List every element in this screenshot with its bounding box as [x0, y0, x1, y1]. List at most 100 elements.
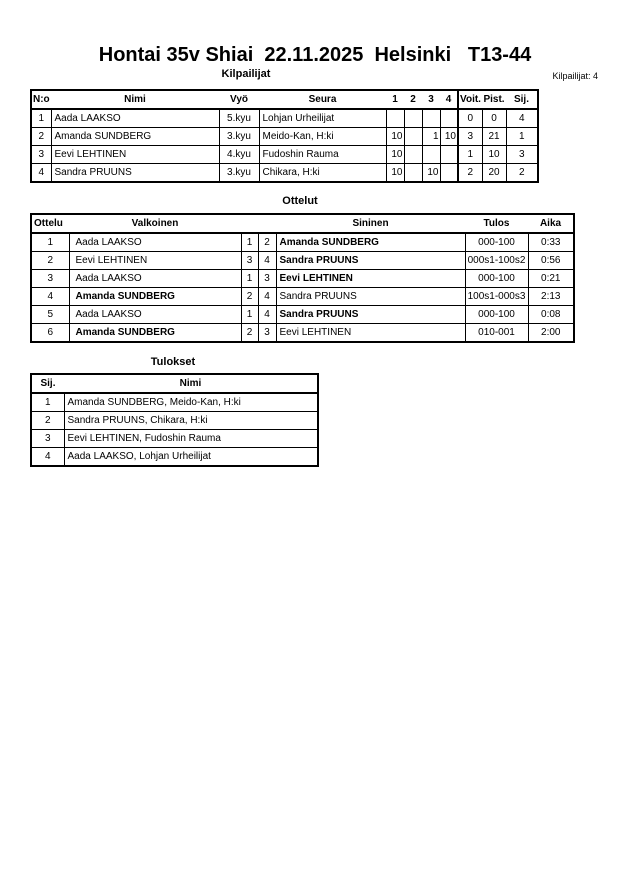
- white-competitor: Aada LAAKSO: [68, 305, 242, 324]
- match-result: 000-100: [464, 305, 529, 324]
- result-name: Sandra PRUUNS, Chikara, H:ki: [63, 411, 319, 430]
- score-cell: 10: [421, 163, 441, 183]
- competitor-belt: 3.kyu: [218, 163, 260, 183]
- competitor-club: Lohjan Urheilijat: [258, 108, 387, 128]
- match-row: 6 Amanda SUNDBERG 2 3 Eevi LEHTINEN 010-001 2:…: [30, 323, 575, 343]
- competitor-club: Meido-Kan, H:ki: [258, 127, 387, 146]
- col-header: 3: [422, 89, 440, 110]
- white-competitor: Aada LAAKSO: [68, 269, 242, 288]
- competitor-belt: 4.kyu: [218, 145, 260, 164]
- page-title: Hontai 35v Shiai 22.11.2025 Helsinki T13…: [98, 44, 532, 66]
- competitor-club: Fudoshin Rauma: [258, 145, 387, 164]
- competitor-number: 1: [30, 108, 52, 128]
- col-header: N:o: [31, 89, 51, 110]
- match-time: 0:33: [527, 232, 575, 252]
- competitor-name: Aada LAAKSO: [50, 108, 220, 128]
- score-cell: 10: [385, 127, 405, 146]
- competitors-table: N:o Nimi Vyö Seura 1 2 3 4 Voit. Pist. Sij. 1 Aada …: [30, 89, 539, 183]
- blue-number: 4: [257, 287, 277, 306]
- competitor-belt: 3.kyu: [218, 127, 260, 146]
- competitor-name: Eevi LEHTINEN: [50, 145, 220, 164]
- col-header: 2: [404, 89, 422, 110]
- competitor-name: Amanda SUNDBERG: [50, 127, 220, 146]
- score-cell: 10: [439, 127, 459, 146]
- competitor-number: 3: [30, 145, 52, 164]
- blue-number: 4: [257, 305, 277, 324]
- competitor-rank: 1: [505, 127, 539, 146]
- match-result: 000s1-100s2: [464, 251, 529, 270]
- matches-table: Ottelu Valkoinen Sininen Tulos Aika 1 Aad…: [30, 213, 575, 343]
- col-sininen: Sininen: [276, 213, 465, 234]
- score-cell: [403, 145, 423, 164]
- score-cell: [439, 163, 459, 183]
- col-header: 4: [440, 89, 458, 110]
- score-cell: 10: [385, 145, 405, 164]
- competitor-club: Chikara, H:ki: [258, 163, 387, 183]
- result-rank: 2: [30, 411, 65, 430]
- white-number: 1: [240, 269, 259, 288]
- match-row: 2 Eevi LEHTINEN 3 4 Sandra PRUUNS 000s1-100s2…: [30, 251, 575, 270]
- competitors-heading: Kilpailijat: [221, 68, 271, 80]
- result-name: Amanda SUNDBERG, Meido-Kan, H:ki: [63, 392, 319, 412]
- result-row: 3 Eevi LEHTINEN, Fudoshin Rauma: [30, 429, 319, 448]
- white-competitor: Aada LAAKSO: [68, 232, 242, 252]
- result-row: 1 Amanda SUNDBERG, Meido-Kan, H:ki: [30, 392, 319, 412]
- competitors-header-row: N:o Nimi Vyö Seura 1 2 3 4 Voit. Pist. Sij.: [31, 89, 538, 110]
- competitor-rank: 3: [505, 145, 539, 164]
- match-result: 000-100: [464, 232, 529, 252]
- col-header: 1: [386, 89, 404, 110]
- col-nimi: Nimi: [64, 373, 318, 394]
- result-rank: 1: [30, 392, 65, 412]
- matches-heading: Ottelut: [282, 195, 318, 207]
- blue-competitor: Sandra PRUUNS: [275, 251, 466, 270]
- col-tulos: Tulos: [465, 213, 528, 234]
- white-competitor: Eevi LEHTINEN: [68, 251, 242, 270]
- white-number: 2: [240, 287, 259, 306]
- result-name: Aada LAAKSO, Lohjan Urheilijat: [63, 447, 319, 467]
- competitor-row: 3 Eevi LEHTINEN 4.kyu Fudoshin Rauma 10 1 10 3: [30, 145, 539, 164]
- blue-number: 3: [257, 269, 277, 288]
- match-result: 100s1-000s3: [464, 287, 529, 306]
- competitor-wins: 0: [457, 108, 483, 128]
- col-ottelu: Ottelu: [31, 213, 69, 234]
- competitor-rank: 4: [505, 108, 539, 128]
- match-time: 0:56: [527, 251, 575, 270]
- blue-competitor: Sandra PRUUNS: [275, 287, 466, 306]
- match-row: 4 Amanda SUNDBERG 2 4 Sandra PRUUNS 100s1-000…: [30, 287, 575, 306]
- score-cell: [439, 108, 459, 128]
- match-number: 1: [30, 232, 70, 252]
- match-row: 5 Aada LAAKSO 1 4 Sandra PRUUNS 000-100 0:08: [30, 305, 575, 324]
- competitor-number: 2: [30, 127, 52, 146]
- score-cell: [403, 127, 423, 146]
- results-table: Sij. Nimi 1 Amanda SUNDBERG, Meido-Kan, H…: [30, 373, 319, 467]
- competitor-row: 4 Sandra PRUUNS 3.kyu Chikara, H:ki 10 10 2 20 2: [30, 163, 539, 183]
- competitor-row: 1 Aada LAAKSO 5.kyu Lohjan Urheilijat 0 0 4: [30, 108, 539, 128]
- competitor-rank: 2: [505, 163, 539, 183]
- white-number: 2: [240, 323, 259, 343]
- col-header: Seura: [259, 89, 386, 110]
- matches-header-row: Ottelu Valkoinen Sininen Tulos Aika: [31, 213, 574, 234]
- score-cell: [403, 163, 423, 183]
- competitor-points: 20: [481, 163, 507, 183]
- white-number: 3: [240, 251, 259, 270]
- match-result: 000-100: [464, 269, 529, 288]
- match-number: 4: [30, 287, 70, 306]
- competitor-name: Sandra PRUUNS: [50, 163, 220, 183]
- score-cell: 1: [421, 127, 441, 146]
- match-number: 2: [30, 251, 70, 270]
- match-time: 2:00: [527, 323, 575, 343]
- competitor-wins: 3: [457, 127, 483, 146]
- results-header-row: Sij. Nimi: [31, 373, 318, 394]
- match-row: 3 Aada LAAKSO 1 3 Eevi LEHTINEN 000-100 0:21: [30, 269, 575, 288]
- competitor-points: 0: [481, 108, 507, 128]
- result-row: 2 Sandra PRUUNS, Chikara, H:ki: [30, 411, 319, 430]
- blue-number: 3: [257, 323, 277, 343]
- col-header: Voit.: [457, 89, 482, 110]
- competitor-points: 21: [481, 127, 507, 146]
- col-header: Nimi: [51, 89, 219, 110]
- competitor-points: 10: [481, 145, 507, 164]
- competitor-number: 4: [30, 163, 52, 183]
- score-cell: [421, 108, 441, 128]
- score-cell: [385, 108, 405, 128]
- result-rank: 3: [30, 429, 65, 448]
